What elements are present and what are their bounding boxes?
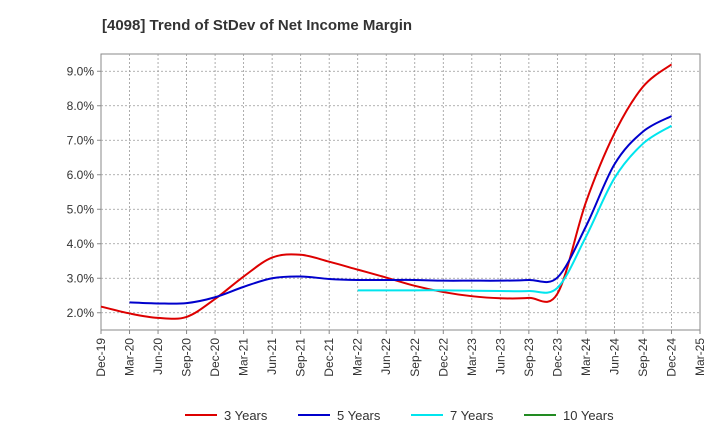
y-tick-label: 8.0% — [67, 99, 95, 113]
x-tick-label: Jun-20 — [151, 338, 165, 375]
x-axis-ticks: Dec-19 Mar-20 Jun-20 Sep-20 Dec-20 Mar-21 Jun-… — [94, 330, 707, 377]
x-tick-label: Dec-19 — [94, 338, 108, 377]
x-tick-label: Mar-20 — [123, 338, 137, 376]
x-tick-label: Mar-22 — [351, 338, 365, 376]
legend-label-10-years: 10 Years — [563, 408, 614, 423]
y-tick-label: 3.0% — [67, 271, 95, 285]
series-line-3-years — [100, 63, 673, 320]
y-tick-label: 7.0% — [67, 133, 95, 147]
x-tick-label: Dec-24 — [664, 338, 678, 377]
y-tick-label: 6.0% — [67, 168, 95, 182]
x-tick-label: Sep-20 — [180, 338, 194, 377]
y-tick-label: 2.0% — [67, 306, 95, 320]
x-tick-label: Mar-25 — [693, 338, 707, 376]
x-tick-label: Dec-22 — [436, 338, 450, 377]
x-tick-label: Dec-20 — [208, 338, 222, 377]
x-tick-label: Sep-21 — [294, 338, 308, 377]
grid-lines — [101, 54, 700, 330]
series-line-7-years — [357, 124, 673, 294]
series-line-5-years — [129, 115, 672, 305]
x-tick-label: Mar-21 — [237, 338, 251, 376]
y-tick-label: 4.0% — [67, 237, 95, 251]
x-tick-label: Sep-23 — [522, 338, 536, 377]
y-axis-ticks: 2.0% 3.0% 4.0% 5.0% 6.0% 7.0% 8.0% 9.0% — [67, 64, 101, 320]
legend-label-3-years: 3 Years — [224, 408, 268, 423]
x-tick-label: Jun-24 — [607, 338, 621, 375]
x-tick-label: Dec-23 — [550, 338, 564, 377]
x-tick-label: Sep-22 — [408, 338, 422, 377]
series-lines — [100, 63, 673, 320]
x-tick-label: Jun-21 — [265, 338, 279, 375]
x-tick-label: Mar-24 — [579, 338, 593, 376]
y-tick-label: 5.0% — [67, 202, 95, 216]
x-tick-label: Sep-24 — [636, 338, 650, 377]
x-tick-label: Dec-21 — [322, 338, 336, 377]
x-tick-label: Jun-23 — [493, 338, 507, 375]
chart-title: [4098] Trend of StDev of Net Income Marg… — [102, 17, 412, 34]
x-tick-label: Mar-23 — [465, 338, 479, 376]
plot-area — [100, 53, 701, 331]
legend-label-5-years: 5 Years — [337, 408, 381, 423]
y-tick-label: 9.0% — [67, 64, 95, 78]
x-tick-label: Jun-22 — [379, 338, 393, 375]
legend-label-7-years: 7 Years — [450, 408, 494, 423]
legend: 3 Years 5 Years 7 Years 10 Years — [185, 408, 614, 423]
